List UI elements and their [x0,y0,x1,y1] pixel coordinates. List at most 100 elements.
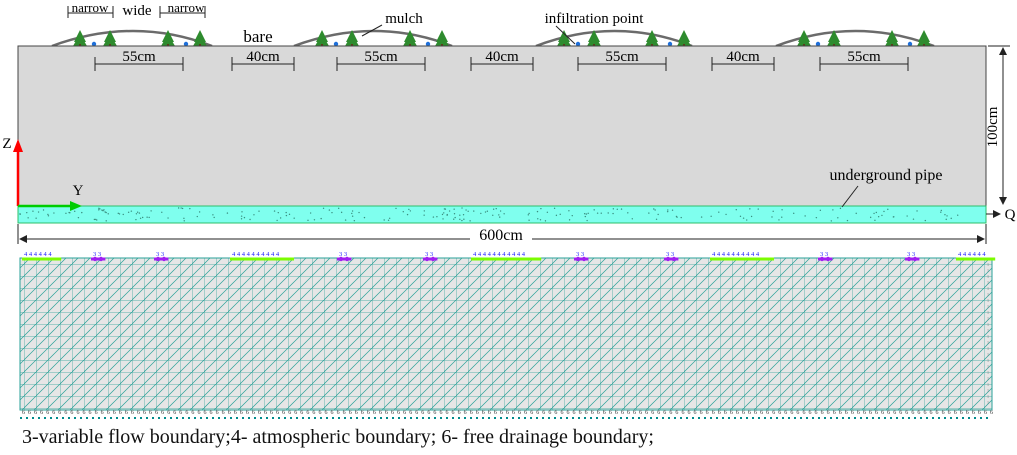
svg-text:1: 1 [987,376,989,381]
svg-text:1: 1 [987,382,989,387]
svg-text:1: 1 [987,334,989,339]
interval-label: 55cm [605,49,639,65]
boundary-6-marker: 6 [409,410,412,416]
boundary-6-marker: 6 [524,410,527,416]
boundary-6-marker: 6 [179,410,182,416]
plant-icon [193,30,207,47]
boundary-6-marker: 6 [657,410,660,416]
boundary-6-marker: 6 [930,410,933,416]
boundary-6-marker: 6 [379,410,382,416]
svg-text:1: 1 [987,268,989,273]
boundary-6-marker: 6 [754,410,757,416]
boundary-marker-group: 3 3 [93,251,101,258]
boundary-6-marker: 6 [252,410,255,416]
underground-pipe-label: underground pipe [829,167,942,184]
boundary-6-marker: 6 [331,410,334,416]
boundary-marker-group: 3 3 [576,251,584,258]
boundary-6-marker: 6 [216,410,219,416]
mesh-boundary-markers: 4 4 4 4 4 4 3 3 3 3 4 4 4 4 4 4 4 4 4 4 3 3 3… [20,251,996,419]
boundary-6-marker: 6 [427,410,430,416]
boundary-6-marker: 6 [270,410,273,416]
boundary-6-marker: 6 [240,410,243,416]
boundary-6-marker: 6 [197,410,200,416]
boundary-6-marker: 6 [960,410,963,416]
boundary-6-marker: 6 [839,410,842,416]
svg-text:1: 1 [987,394,989,399]
svg-text:1: 1 [987,286,989,291]
boundary-6-marker: 6 [361,410,364,416]
boundary-6-marker: 6 [748,410,751,416]
boundary-6-marker: 6 [439,410,442,416]
boundary-6-marker: 6 [675,410,678,416]
boundary-6-marker: 6 [355,410,358,416]
boundary-6-marker: 6 [760,410,763,416]
boundary-6-marker: 6 [500,410,503,416]
boundary-6-marker: 6 [22,410,25,416]
ridge-width-dimension: 55cm [819,49,909,71]
boundary-6-marker: 6 [149,410,152,416]
outlet-label: Q [1005,207,1016,223]
svg-text:1: 1 [987,358,989,363]
boundary-6-marker: 6 [706,410,709,416]
boundary-6-marker: 6 [385,410,388,416]
boundary-6-marker: 6 [893,410,896,416]
interval-label: 55cm [122,49,156,65]
gap-width-dimension: 40cm [711,49,775,71]
boundary-6-marker: 6 [536,410,539,416]
boundary-6-marker: 6 [821,410,824,416]
svg-text:1: 1 [987,370,989,375]
interval-label: 55cm [364,49,398,65]
boundary-6-marker: 6 [222,410,225,416]
boundary-marker-group: 3 3 [907,251,915,258]
boundary-6-marker: 6 [681,410,684,416]
boundary-6-marker: 6 [851,410,854,416]
boundary-6-marker: 6 [875,410,878,416]
boundary-6-marker: 6 [978,410,981,416]
boundary-6-marker: 6 [724,410,727,416]
boundary-marker-group: 3 3 [820,251,828,258]
boundary-6-marker: 6 [845,410,848,416]
z-axis-arrowhead [13,139,23,152]
boundary-6-marker: 6 [542,410,545,416]
fe-mesh [19,257,993,411]
emitter-icon [183,41,189,47]
boundary-6-marker: 6 [512,410,515,416]
boundary-6-marker: 6 [161,410,164,416]
boundary-6-marker: 6 [185,410,188,416]
boundary-6-marker: 6 [482,410,485,416]
ridge-width-dimension: 55cm [336,49,426,71]
boundary-6-marker: 6 [343,410,346,416]
boundary-6-marker: 6 [306,410,309,416]
svg-text:1: 1 [987,292,989,297]
plant-icon [435,30,449,47]
boundary-6-marker: 6 [815,410,818,416]
svg-text:1: 1 [987,262,989,267]
boundary-6-marker: 6 [911,410,914,416]
boundary-6-marker: 6 [645,410,648,416]
boundary-6-marker: 6 [34,410,37,416]
boundary-6-marker: 6 [718,410,721,416]
depth-label: 100cm [985,106,1001,147]
interval-label: 40cm [726,49,760,65]
boundary-6-marker: 6 [905,410,908,416]
boundary-6-marker: 6 [464,410,467,416]
width-label: 600cm [479,227,523,244]
boundary-6-marker: 6 [325,410,328,416]
boundary-6-marker: 6 [76,410,79,416]
bare-label: bare [243,27,272,46]
ridge-arc-3 [535,29,693,48]
boundary-6-marker: 6 [288,410,291,416]
boundary-6-marker: 6 [869,410,872,416]
boundary-6-marker: 6 [597,410,600,416]
boundary-marker-group: 4 4 4 4 4 4 4 4 4 4 4 [473,251,526,258]
boundary-6-marker: 6 [107,410,110,416]
boundary-6-marker: 6 [518,410,521,416]
infiltration-leader [555,25,576,45]
svg-text:1: 1 [987,364,989,369]
boundary-6-marker: 6 [663,410,666,416]
boundary-6-marker: 6 [548,410,551,416]
svg-text:1: 1 [987,346,989,351]
ridge-arc-2 [293,29,453,48]
wide-label: wide [122,3,152,19]
